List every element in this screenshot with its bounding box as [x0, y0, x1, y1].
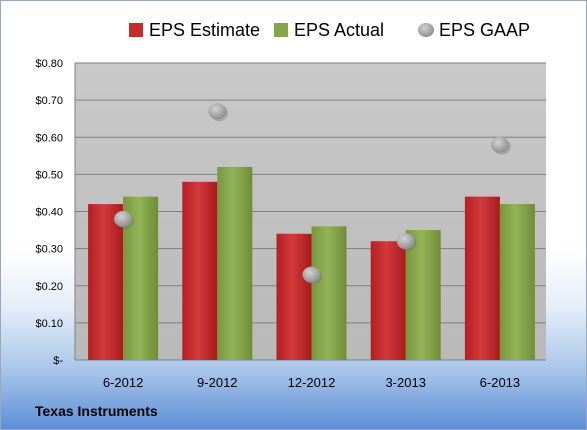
y-tick-label: $0.20 [35, 281, 63, 293]
bar-eps-estimate [182, 181, 218, 360]
x-category-label: 12-2012 [288, 375, 336, 390]
bar-eps-actual [405, 230, 441, 360]
x-category-label: 6-2013 [480, 375, 520, 390]
bar-eps-estimate [464, 196, 500, 360]
bar-eps-actual [499, 204, 535, 360]
legend-label: EPS Actual [294, 20, 384, 40]
marker-eps-gaap [396, 233, 415, 250]
marker-eps-gaap [490, 136, 509, 153]
bar-eps-actual [311, 226, 347, 360]
y-tick-label: $0.60 [35, 132, 63, 144]
y-tick-label: $0.70 [35, 95, 63, 107]
legend-marker-eps-gaap [418, 23, 434, 37]
y-tick-label: $0.80 [35, 58, 63, 70]
x-category-label: 6-2012 [103, 375, 143, 390]
y-tick-label: $0.50 [35, 169, 63, 181]
bar-eps-actual [217, 166, 253, 360]
x-category-label: 3-2013 [385, 375, 425, 390]
y-tick-label: $- [53, 355, 63, 367]
marker-eps-gaap [114, 210, 133, 227]
legend-swatch-eps-estimate [129, 23, 143, 37]
bar-eps-estimate [370, 241, 406, 360]
legend-swatch-eps-actual [274, 23, 288, 37]
legend-label: EPS GAAP [439, 20, 530, 40]
marker-eps-gaap [208, 103, 227, 120]
marker-eps-gaap [302, 266, 321, 283]
bar-eps-estimate [276, 233, 312, 360]
bar-eps-estimate [88, 204, 124, 360]
company-label: Texas Instruments [35, 403, 158, 419]
y-tick-label: $0.40 [35, 207, 63, 219]
x-category-label: 9-2012 [197, 375, 237, 390]
y-tick-label: $0.10 [35, 318, 63, 330]
legend-label: EPS Estimate [149, 20, 260, 40]
y-tick-label: $0.30 [35, 244, 63, 256]
